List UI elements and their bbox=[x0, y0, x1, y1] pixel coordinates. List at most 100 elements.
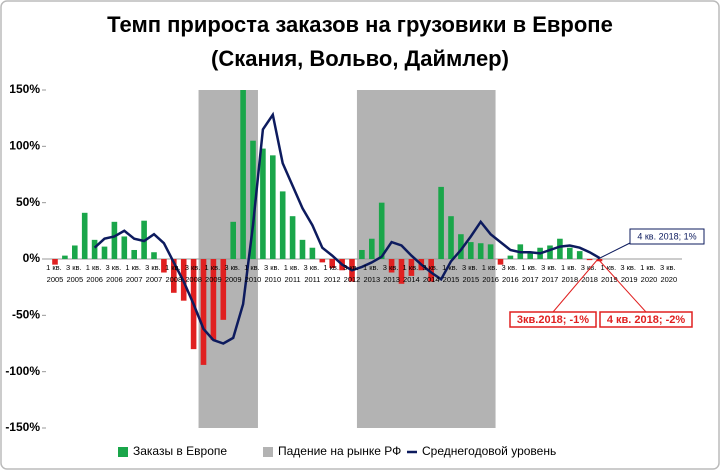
x-tick-quarter: 3 кв. bbox=[422, 263, 440, 272]
chart-title: Темп прироста заказов на грузовики в Евр… bbox=[107, 12, 613, 37]
x-tick-year: 2007 bbox=[126, 275, 143, 284]
x-tick-quarter: 1 кв. bbox=[46, 263, 64, 272]
x-tick-quarter: 3 кв. bbox=[185, 263, 203, 272]
bar bbox=[250, 140, 256, 259]
x-tick-label: 1 кв. 2019 bbox=[601, 263, 619, 284]
x-tick-year: 2006 bbox=[106, 275, 123, 284]
x-tick-year: 2012 bbox=[324, 275, 341, 284]
x-tick-label: 1 кв. 2014 bbox=[403, 263, 421, 284]
x-tick-year: 2018 bbox=[581, 275, 598, 284]
bar bbox=[151, 252, 157, 259]
bar bbox=[369, 238, 375, 259]
x-tick-quarter: 3 кв. bbox=[304, 263, 322, 272]
bar bbox=[487, 244, 494, 259]
x-tick-label: 3 кв. 2010 bbox=[264, 263, 282, 284]
x-tick-year: 2015 bbox=[462, 275, 479, 284]
bar bbox=[329, 259, 335, 269]
bar bbox=[62, 255, 68, 259]
x-tick-quarter: 1 кв. bbox=[284, 263, 302, 272]
bar bbox=[91, 239, 98, 259]
bar bbox=[448, 216, 454, 259]
annotation: 3кв.2018; -1% bbox=[517, 314, 589, 326]
x-tick-year: 2014 bbox=[403, 275, 420, 284]
bar bbox=[438, 186, 444, 259]
annotation: 4 кв. 2018; -2% bbox=[607, 314, 686, 326]
x-tick-label: 3 кв. 2005 bbox=[66, 263, 84, 284]
x-tick-label: 3 кв. 2011 bbox=[304, 263, 322, 284]
x-tick-label: 3 кв. 2008 bbox=[185, 263, 203, 284]
x-tick-label: 3 кв. 2006 bbox=[106, 263, 124, 284]
bar bbox=[507, 255, 514, 259]
x-tick-quarter: 1 кв. bbox=[482, 263, 500, 272]
x-tick-year: 2019 bbox=[621, 275, 638, 284]
x-tick-quarter: 1 кв. bbox=[323, 263, 341, 272]
bar bbox=[567, 247, 573, 259]
bar bbox=[388, 259, 395, 273]
x-tick-year: 2011 bbox=[285, 275, 301, 284]
bar bbox=[497, 259, 504, 265]
x-tick-label: 1 кв. 2013 bbox=[363, 263, 381, 284]
bar bbox=[72, 245, 78, 259]
x-tick-quarter: 1 кв. bbox=[403, 263, 421, 272]
bar bbox=[398, 259, 405, 284]
bar bbox=[81, 212, 88, 259]
annotation-box bbox=[599, 311, 693, 328]
x-tick-year: 2018 bbox=[561, 275, 578, 284]
legend-label: Среднегодовой уровень bbox=[422, 444, 556, 458]
y-tick-label: -50% bbox=[12, 308, 40, 322]
bar bbox=[210, 259, 217, 341]
bar bbox=[260, 148, 266, 259]
x-tick-quarter: 1 кв. bbox=[165, 263, 183, 272]
bar bbox=[428, 259, 434, 282]
x-tick-year: 2008 bbox=[165, 275, 182, 284]
x-tick-label: 3 кв. 2013 bbox=[383, 263, 401, 284]
x-tick-label: 1 кв. 2016 bbox=[482, 263, 500, 284]
x-tick-label: 3 кв. 2009 bbox=[224, 263, 242, 284]
x-tick-year: 2020 bbox=[660, 275, 677, 284]
bar bbox=[111, 221, 118, 259]
y-tick-label: 50% bbox=[16, 195, 40, 209]
bar bbox=[477, 243, 484, 259]
x-tick-quarter: 1 кв. bbox=[442, 263, 460, 272]
x-tick-year: 2016 bbox=[482, 275, 499, 284]
x-tick-quarter: 3 кв. bbox=[224, 263, 242, 272]
x-tick-quarter: 3 кв. bbox=[502, 263, 520, 272]
y-tick-label: 0% bbox=[23, 251, 41, 265]
x-tick-label: 1 кв. 2010 bbox=[244, 263, 262, 284]
bar bbox=[101, 246, 108, 259]
x-tick-quarter: 1 кв. bbox=[640, 263, 658, 272]
x-tick-year: 2013 bbox=[363, 275, 380, 284]
plot bbox=[42, 89, 682, 429]
x-tick-label: 3 кв. 2012 bbox=[343, 263, 361, 284]
x-tick-quarter: 3 кв. bbox=[581, 263, 599, 272]
annotation-box bbox=[509, 311, 597, 328]
x-tick-quarter: 1 кв. bbox=[86, 263, 104, 272]
bar bbox=[289, 216, 296, 259]
x-tick-label: 3 кв. 2017 bbox=[541, 263, 559, 284]
x-tick-year: 2009 bbox=[205, 275, 222, 284]
x-tick-label: 1 кв. 2009 bbox=[205, 263, 223, 284]
bar bbox=[359, 249, 365, 259]
y-tick-label: -150% bbox=[5, 420, 40, 434]
legend-label: Заказы в Европе bbox=[133, 444, 227, 458]
x-tick-year: 2006 bbox=[86, 275, 103, 284]
x-tick-label: 3 кв. 2018 bbox=[581, 263, 599, 284]
bar bbox=[557, 238, 563, 259]
x-tick-quarter: 3 кв. bbox=[145, 263, 163, 272]
y-tick-label: 150% bbox=[9, 82, 40, 96]
x-tick-label: 1 кв. 2006 bbox=[86, 263, 104, 284]
bar bbox=[319, 259, 326, 263]
bar bbox=[299, 239, 306, 259]
leader-line bbox=[552, 258, 599, 313]
bar bbox=[309, 247, 316, 259]
x-tick-year: 2020 bbox=[641, 275, 658, 284]
x-tick-year: 2015 bbox=[443, 275, 460, 284]
bar bbox=[230, 221, 236, 259]
leader-line bbox=[597, 242, 631, 260]
bar bbox=[270, 155, 276, 259]
x-tick-label: 3 кв. 2020 bbox=[660, 263, 678, 284]
x-tick-year: 2005 bbox=[66, 275, 83, 284]
x-tick-year: 2014 bbox=[423, 275, 440, 284]
x-tick-label: 1 кв. 2020 bbox=[640, 263, 658, 284]
